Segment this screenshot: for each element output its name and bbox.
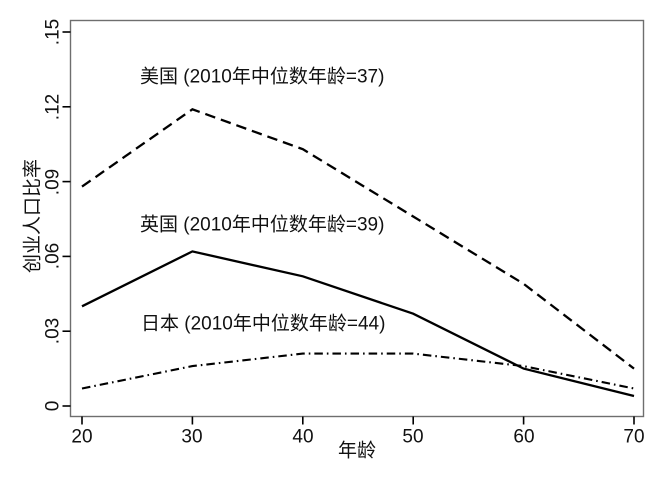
x-tick-label-30: 30 bbox=[181, 426, 203, 448]
y-tick-label-12: .12 bbox=[42, 93, 64, 121]
y-tick-label-15: .15 bbox=[42, 18, 64, 46]
y-tick-label-03: .03 bbox=[42, 317, 64, 345]
x-tick-label-70: 70 bbox=[623, 426, 645, 448]
series-label-usa: 美国 (2010年中位数年龄=37) bbox=[140, 66, 385, 88]
x-tick-label-50: 50 bbox=[402, 426, 424, 448]
x-tick-label-20: 20 bbox=[71, 426, 93, 448]
usa-series-line bbox=[81, 108, 635, 370]
x-tick-label-60: 60 bbox=[513, 426, 535, 448]
y-tick-label-0: 0 bbox=[42, 400, 64, 412]
series-label-japan: 日本 (2010年中位数年龄=44) bbox=[141, 313, 386, 335]
uk-series-line bbox=[81, 250, 635, 398]
x-tick-label-40: 40 bbox=[292, 426, 314, 448]
series-label-uk: 英国 (2010年中位数年龄=39) bbox=[140, 214, 385, 236]
y-tick-label-06: .06 bbox=[42, 242, 64, 270]
x-axis-title: 年龄 bbox=[337, 440, 377, 462]
series-lines bbox=[81, 108, 635, 398]
plot-frame bbox=[69, 19, 645, 418]
y-tick-label-09: .09 bbox=[42, 168, 64, 196]
japan-series-line bbox=[81, 352, 635, 390]
y-axis-title: 创业人口比率 bbox=[22, 158, 44, 274]
axis-tick-marks bbox=[62, 31, 635, 425]
